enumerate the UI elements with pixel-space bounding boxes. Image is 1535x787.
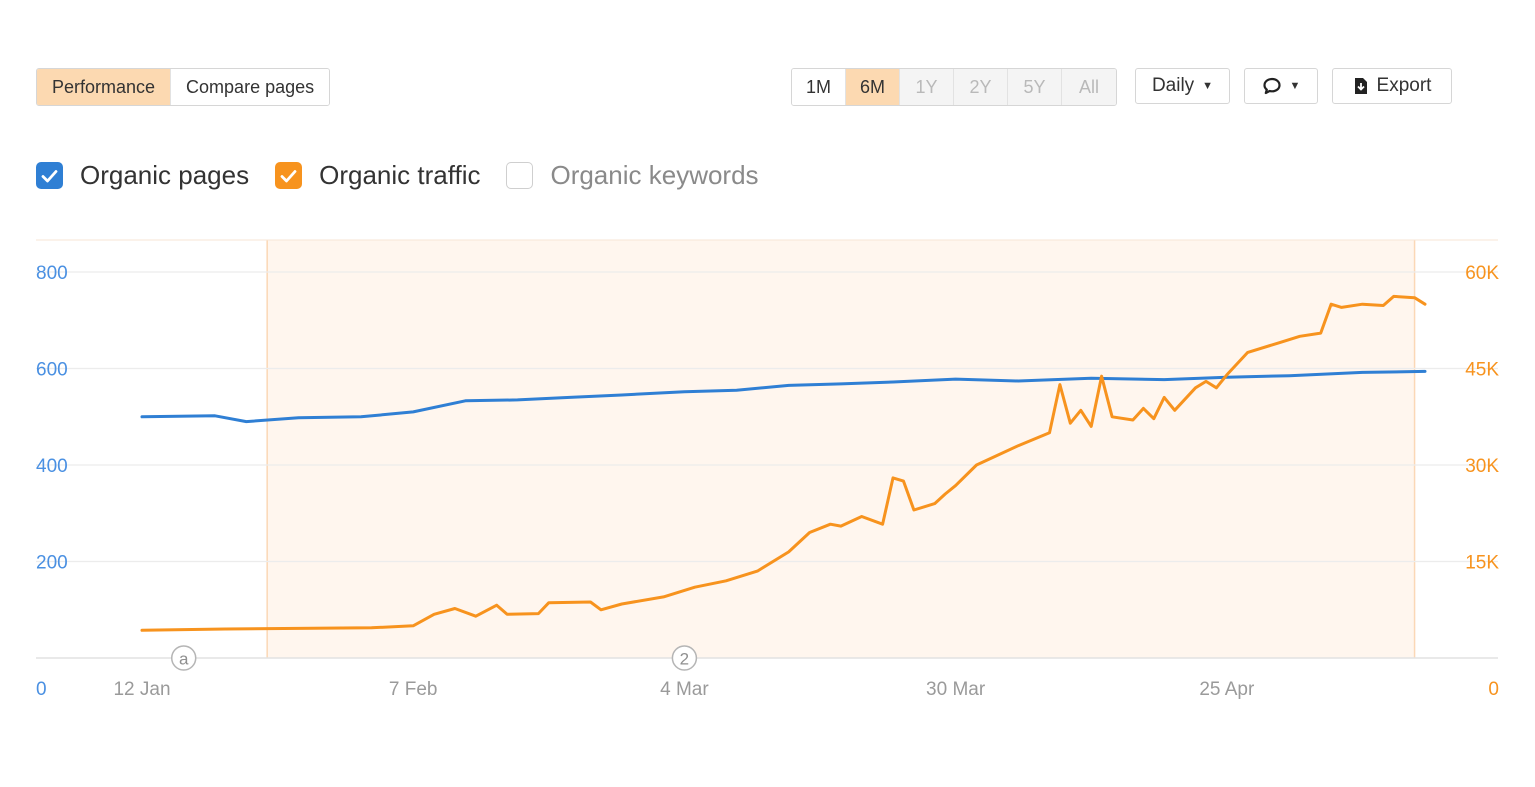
annotation-marker: [671, 645, 698, 671]
toolbar: Performance Compare pages 1M 6M 1Y 2Y 5Y…: [36, 68, 1452, 106]
annotations-dropdown[interactable]: ▼: [1244, 68, 1318, 104]
x-tick-label: 12 Jan: [113, 679, 170, 700]
interval-label: Daily: [1151, 75, 1195, 96]
y-right-tick-label: 15K: [1465, 553, 1499, 574]
x-tick-label: 4 Mar: [660, 679, 709, 700]
range-1y-button[interactable]: 1Y: [900, 69, 954, 105]
speech-bubble-icon: [1262, 77, 1281, 95]
legend-label: Organic traffic: [319, 160, 481, 190]
y-right-tick-label: 0: [1488, 679, 1499, 700]
range-all-button[interactable]: All: [1062, 69, 1116, 105]
interval-dropdown[interactable]: Daily ▼: [1135, 68, 1230, 104]
y-left-tick-label: 800: [36, 263, 68, 284]
y-left-tick-label: 400: [36, 456, 68, 477]
series-line-organic-traffic: [140, 294, 1427, 632]
checkbox-checked-icon[interactable]: [275, 162, 303, 189]
compare-pages-tab[interactable]: Compare pages: [171, 69, 330, 105]
range-2y-button[interactable]: 2Y: [954, 69, 1008, 105]
legend-organic-traffic[interactable]: Organic traffic: [275, 160, 480, 191]
x-tick-label: 7 Feb: [389, 679, 438, 700]
series-line-organic-pages: [140, 369, 1427, 424]
checkbox-unchecked-icon[interactable]: [506, 162, 534, 189]
y-left-tick-label: 200: [36, 553, 68, 574]
view-switcher: Performance Compare pages: [36, 68, 331, 106]
y-left-tick-label: 600: [36, 360, 68, 381]
annotation-marker: [170, 645, 197, 671]
legend-label: Organic pages: [80, 160, 250, 190]
y-left-tick-label: 0: [36, 679, 47, 700]
checkbox-checked-icon[interactable]: [36, 162, 63, 189]
range-1m-button[interactable]: 1M: [792, 69, 846, 105]
export-button[interactable]: Export: [1332, 68, 1452, 104]
performance-tab[interactable]: Performance: [37, 69, 172, 105]
y-right-tick-label: 60K: [1465, 263, 1499, 284]
legend-organic-pages[interactable]: Organic pages: [36, 160, 249, 191]
download-icon: [1354, 78, 1367, 94]
y-right-tick-label: 30K: [1465, 456, 1499, 477]
x-tick-label: 30 Mar: [926, 679, 986, 700]
annotation-label: a: [179, 650, 189, 669]
legend-organic-keywords[interactable]: Organic keywords: [506, 160, 759, 191]
chevron-down-icon: ▼: [1289, 80, 1301, 92]
range-6m-button[interactable]: 6M: [846, 69, 900, 105]
chart-legend: Organic pages Organic traffic Organic ke…: [36, 160, 785, 191]
x-tick-label: 25 Apr: [1199, 679, 1255, 700]
legend-label: Organic keywords: [550, 160, 759, 190]
export-label: Export: [1376, 75, 1432, 96]
range-selector: 1M 6M 1Y 2Y 5Y All: [791, 68, 1117, 106]
annotation-label: 2: [680, 650, 689, 669]
highlight-band: [267, 240, 1415, 658]
y-right-tick-label: 45K: [1465, 360, 1499, 381]
chevron-down-icon: ▼: [1202, 80, 1214, 92]
range-5y-button[interactable]: 5Y: [1008, 69, 1062, 105]
